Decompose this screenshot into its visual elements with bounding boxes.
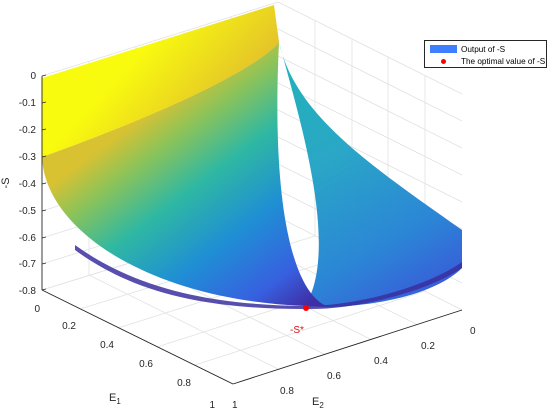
z-tick-label: -0.2: [19, 125, 37, 136]
legend-label-optimal: The optimal value of -S: [461, 56, 546, 66]
legend-item-optimal: The optimal value of -S: [425, 55, 545, 67]
legend-label-output: Output of -S: [461, 44, 506, 54]
x-axis-label-main: E: [109, 392, 116, 404]
optimal-annotation: -S*: [290, 325, 304, 336]
z-tick-label: -0.5: [19, 206, 37, 217]
y-axis-label-sub: 2: [319, 401, 324, 410]
z-tick-label: -0.1: [19, 98, 37, 109]
x-axis-label-sub: 1: [116, 397, 121, 406]
y-tick-label: 0: [470, 326, 476, 337]
y-tick-label: 0.8: [280, 386, 294, 397]
x-tick-label: 0.4: [100, 340, 114, 351]
axes: [41, 74, 463, 385]
legend-marker-optimal: [441, 58, 446, 64]
x-tick-label: 1: [209, 400, 215, 411]
y-axis-label-main: E: [312, 396, 319, 408]
legend-swatch-output: [430, 45, 457, 53]
x-tick-label: 0.6: [139, 359, 153, 370]
x-axis-label: E1: [109, 392, 121, 406]
y-tick-labels: 1 0.8 0.6 0.4 0.2 0: [232, 326, 476, 411]
x-tick-label: 0: [34, 304, 40, 315]
z-tick-label: -0.3: [19, 152, 37, 163]
z-tick-label: -0.8: [19, 286, 37, 297]
x-tick-label: 0.8: [177, 378, 191, 389]
y-tick-label: 0.2: [421, 341, 435, 352]
z-axis-label: -S: [0, 178, 12, 189]
x-tick-label: 0.2: [62, 321, 76, 332]
legend: Output of -S The optimal value of -S: [424, 40, 547, 68]
y-tick-label: 0.6: [327, 371, 341, 382]
legend-item-output: Output of -S: [425, 43, 505, 55]
z-tick-labels: 0 -0.1 -0.2 -0.3 -0.4 -0.5 -0.6 -0.7 -0.…: [19, 71, 37, 297]
z-tick-label: -0.7: [19, 259, 37, 270]
y-axis-label: E2: [312, 396, 324, 410]
z-tick-label: 0: [30, 71, 36, 82]
x-tick-labels: 0 0.2 0.4 0.6 0.8 1: [34, 304, 215, 411]
y-tick-label: 1: [232, 400, 238, 411]
optimal-point-marker: [303, 305, 309, 311]
legend-marker-wrap: [430, 58, 457, 64]
surface: [42, 5, 462, 310]
y-tick-label: 0.4: [374, 356, 388, 367]
z-tick-label: -0.4: [19, 179, 37, 190]
z-tick-label: -0.6: [19, 233, 37, 244]
